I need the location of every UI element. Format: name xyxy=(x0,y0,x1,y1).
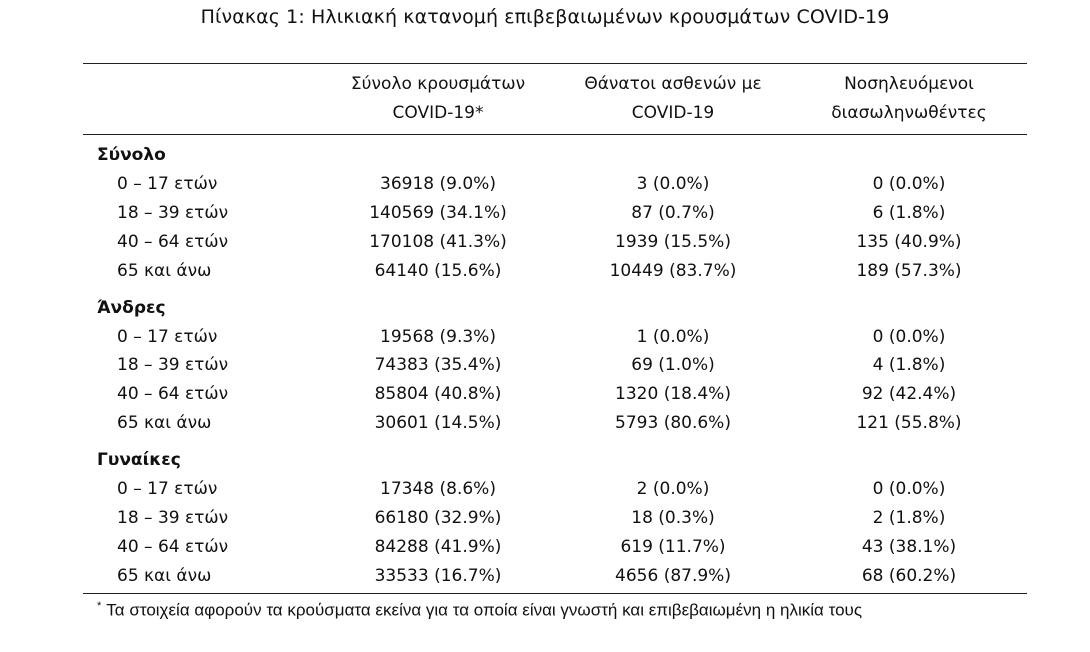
table-row: 40 – 64 ετών 85804 (40.8%) 1320 (18.4%) … xyxy=(0,384,1090,413)
table-top-rule xyxy=(83,63,1027,64)
table-row: 0 – 17 ετών 36918 (9.0%) 3 (0.0%) 0 (0.0… xyxy=(0,174,1090,203)
row-age-label: 40 – 64 ετών xyxy=(117,537,229,557)
cell-cases: 19568 (9.3%) xyxy=(380,327,496,347)
row-age-label: 65 και άνω xyxy=(117,261,212,281)
row-age-label: 65 και άνω xyxy=(117,566,212,586)
cell-cases: 84288 (41.9%) xyxy=(374,537,502,557)
cell-cases: 17348 (8.6%) xyxy=(380,479,496,499)
table-title: Πίνακας 1: Ηλικιακή κατανομή επιβεβαιωμέ… xyxy=(200,6,890,28)
cell-deaths: 2 (0.0%) xyxy=(636,479,710,499)
header-total-cases-line1: Σύνολο κρουσμάτων xyxy=(350,74,526,94)
cell-intubated: 135 (40.9%) xyxy=(856,232,962,252)
cell-deaths: 619 (11.7%) xyxy=(620,537,726,557)
header-intubated-line1: Νοσηλευόμενοι xyxy=(844,74,974,94)
section-label-men: Άνδρες xyxy=(97,298,166,318)
cell-intubated: 92 (42.4%) xyxy=(861,384,957,404)
cell-cases: 33533 (16.7%) xyxy=(374,566,502,586)
footnote-text: Τα στοιχεία αφορούν τα κρούσματα εκείνα … xyxy=(106,600,863,620)
cell-intubated: 189 (57.3%) xyxy=(856,261,962,281)
cell-deaths: 69 (1.0%) xyxy=(631,355,715,375)
footnote: * Τα στοιχεία αφορούν τα κρούσματα εκείνα… xyxy=(97,600,862,621)
cell-deaths: 18 (0.3%) xyxy=(631,508,715,528)
cell-deaths: 4656 (87.9%) xyxy=(615,566,731,586)
header-total-cases: Σύνολο κρουσμάτων COVID-19* xyxy=(318,70,558,128)
header-intubated: Νοσηλευόμενοι διασωληνωθέντες xyxy=(789,70,1029,128)
cell-intubated: 2 (1.8%) xyxy=(872,508,946,528)
cell-cases: 85804 (40.8%) xyxy=(374,384,502,404)
header-deaths-line1: Θάνατοι ασθενών με xyxy=(584,74,762,94)
cell-cases: 170108 (41.3%) xyxy=(369,232,507,252)
row-age-label: 40 – 64 ετών xyxy=(117,384,229,404)
table-row: 65 και άνω 30601 (14.5%) 5793 (80.6%) 12… xyxy=(0,413,1090,442)
header-deaths: Θάνατοι ασθενών με COVID-19 xyxy=(553,70,793,128)
cell-cases: 74383 (35.4%) xyxy=(374,355,502,375)
section-label-women: Γυναίκες xyxy=(97,450,181,470)
cell-deaths: 87 (0.7%) xyxy=(631,203,715,223)
cell-cases: 36918 (9.0%) xyxy=(380,174,496,194)
row-age-label: 0 – 17 ετών xyxy=(117,327,218,347)
cell-intubated: 68 (60.2%) xyxy=(861,566,957,586)
table-row: 0 – 17 ετών 17348 (8.6%) 2 (0.0%) 0 (0.0… xyxy=(0,479,1090,508)
header-intubated-line2: διασωληνωθέντες xyxy=(831,103,987,123)
table-row: 18 – 39 ετών 66180 (32.9%) 18 (0.3%) 2 (… xyxy=(0,508,1090,537)
table-row: 65 και άνω 64140 (15.6%) 10449 (83.7%) 1… xyxy=(0,261,1090,290)
cell-cases: 30601 (14.5%) xyxy=(374,413,502,433)
footnote-marker: * xyxy=(97,600,102,612)
header-total-cases-line2: COVID-19* xyxy=(392,103,484,123)
table-row: 40 – 64 ετών 84288 (41.9%) 619 (11.7%) 4… xyxy=(0,537,1090,566)
table-bottom-rule xyxy=(83,593,1027,594)
table-header-rule xyxy=(83,134,1027,135)
table-row: 18 – 39 ετών 74383 (35.4%) 69 (1.0%) 4 (… xyxy=(0,355,1090,384)
table-row: 0 – 17 ετών 19568 (9.3%) 1 (0.0%) 0 (0.0… xyxy=(0,327,1090,356)
row-age-label: 0 – 17 ετών xyxy=(117,479,218,499)
cell-cases: 64140 (15.6%) xyxy=(374,261,502,281)
cell-deaths: 1320 (18.4%) xyxy=(615,384,731,404)
cell-intubated: 0 (0.0%) xyxy=(872,174,946,194)
cell-deaths: 5793 (80.6%) xyxy=(615,413,731,433)
cell-deaths: 3 (0.0%) xyxy=(636,174,710,194)
cell-intubated: 0 (0.0%) xyxy=(872,327,946,347)
row-age-label: 40 – 64 ετών xyxy=(117,232,229,252)
cell-intubated: 43 (38.1%) xyxy=(861,537,957,557)
cell-intubated: 0 (0.0%) xyxy=(872,479,946,499)
cell-deaths: 1939 (15.5%) xyxy=(615,232,731,252)
row-age-label: 0 – 17 ετών xyxy=(117,174,218,194)
table-row: 18 – 39 ετών 140569 (34.1%) 87 (0.7%) 6 … xyxy=(0,203,1090,232)
cell-intubated: 121 (55.8%) xyxy=(856,413,962,433)
table-row: 40 – 64 ετών 170108 (41.3%) 1939 (15.5%)… xyxy=(0,232,1090,261)
cell-intubated: 6 (1.8%) xyxy=(872,203,946,223)
row-age-label: 18 – 39 ετών xyxy=(117,508,229,528)
section-label-total: Σύνολο xyxy=(97,145,166,165)
header-deaths-line2: COVID-19 xyxy=(631,103,715,123)
cell-cases: 140569 (34.1%) xyxy=(369,203,507,223)
row-age-label: 65 και άνω xyxy=(117,413,212,433)
cell-intubated: 4 (1.8%) xyxy=(872,355,946,375)
row-age-label: 18 – 39 ετών xyxy=(117,203,229,223)
table-row: 65 και άνω 33533 (16.7%) 4656 (87.9%) 68… xyxy=(0,566,1090,595)
cell-deaths: 10449 (83.7%) xyxy=(609,261,737,281)
cell-cases: 66180 (32.9%) xyxy=(374,508,502,528)
cell-deaths: 1 (0.0%) xyxy=(636,327,710,347)
row-age-label: 18 – 39 ετών xyxy=(117,355,229,375)
